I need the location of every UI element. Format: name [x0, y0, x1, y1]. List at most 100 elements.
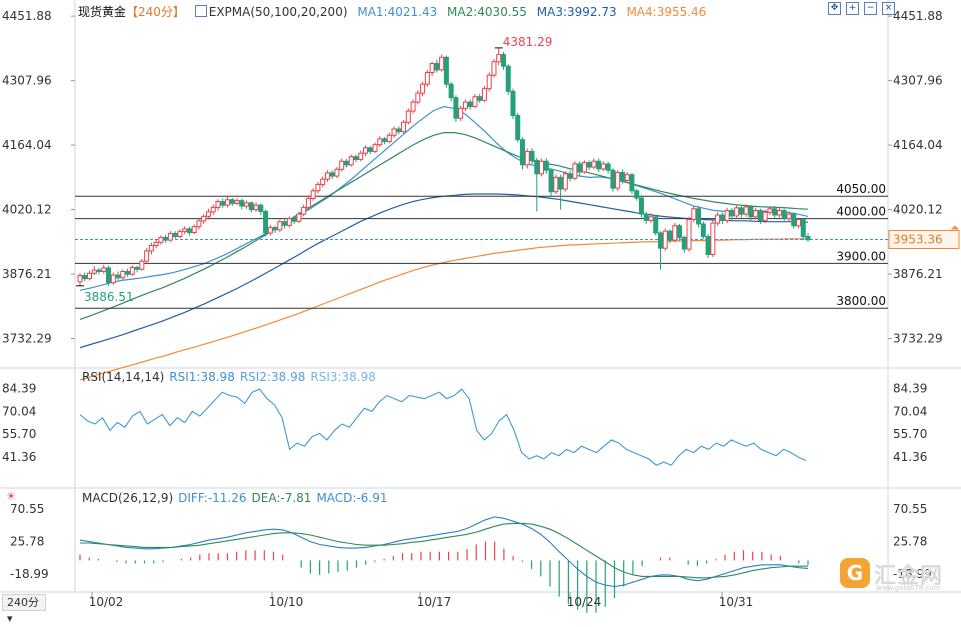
candle-body	[382, 138, 388, 143]
candle-body	[296, 213, 302, 222]
chart-canvas[interactable]: 4050.00 4000.00 3900.00 3800.00 3953.36 84.3…	[0, 0, 961, 613]
candle-body	[615, 171, 621, 189]
candle-body	[562, 173, 568, 190]
candle-body	[182, 228, 188, 233]
candle-body	[453, 97, 459, 119]
candle	[144, 248, 150, 264]
candle-body	[520, 139, 526, 166]
candle-body	[753, 210, 759, 218]
candle	[719, 212, 725, 224]
rsi-header: RSI(14,14,14) RSI1:38.98 RSI2:38.98 RSI3:38…	[82, 370, 376, 384]
timeframe-badge[interactable]: 240分 ▾	[2, 594, 46, 625]
macd-tick-label-left: 70.55	[10, 502, 44, 516]
candle-body	[358, 152, 364, 160]
candle-body	[600, 163, 606, 170]
candle-body	[315, 184, 321, 192]
candle-body	[553, 176, 559, 193]
ma-line-ma2	[79, 132, 809, 320]
candle	[77, 273, 83, 286]
candle	[210, 204, 216, 216]
candle	[424, 69, 430, 87]
candle	[405, 108, 411, 125]
candle	[115, 271, 121, 281]
candle-body	[496, 54, 502, 63]
candle-body	[196, 220, 202, 228]
ma3-value: MA3:3992.73	[536, 5, 617, 19]
ma1-value: MA1:4021.43	[357, 5, 438, 19]
candle	[215, 199, 221, 211]
candle	[791, 212, 797, 229]
candle	[205, 208, 211, 220]
candle	[643, 211, 649, 224]
candle-body	[724, 210, 730, 221]
candle	[572, 161, 578, 181]
candle-body	[772, 208, 778, 216]
candle	[600, 161, 606, 172]
candle	[110, 272, 116, 285]
candle-body	[353, 156, 359, 160]
candle-body	[391, 128, 397, 136]
candle	[753, 207, 759, 220]
candle	[781, 208, 787, 223]
candle	[734, 205, 740, 219]
candle	[382, 137, 388, 145]
candle-body	[420, 83, 426, 94]
candle	[324, 170, 330, 182]
price-tick-label-left: 4451.88	[2, 9, 52, 23]
close-icon[interactable]: ×	[882, 2, 895, 15]
candle-body	[558, 176, 564, 190]
candle	[724, 207, 730, 224]
price-tick-label-right: 4451.88	[893, 9, 943, 23]
candle	[343, 159, 349, 168]
candle	[615, 170, 621, 191]
candle-body	[605, 163, 611, 171]
candle-body	[700, 223, 706, 238]
candle-body	[386, 134, 392, 143]
candle	[191, 224, 197, 235]
indicator-settings-icon[interactable]	[194, 5, 207, 17]
candle	[367, 146, 373, 155]
candle-body	[762, 211, 768, 221]
candle	[524, 148, 530, 169]
indicator-name[interactable]: EXPMA(50,100,20,200)	[208, 5, 348, 19]
candle	[567, 170, 573, 182]
candle-body	[401, 121, 407, 133]
candle-body	[324, 172, 330, 180]
candle	[248, 201, 254, 213]
candle	[605, 161, 611, 174]
candle-body	[634, 190, 640, 199]
candle	[234, 197, 240, 206]
zoom-out-icon[interactable]: −	[864, 2, 877, 15]
candle-body	[500, 54, 506, 67]
macd-dea-line	[80, 522, 809, 579]
candle	[691, 206, 697, 223]
candle-body	[757, 210, 763, 221]
candle	[129, 265, 135, 276]
candle	[267, 224, 273, 236]
zoom-in-icon[interactable]: +	[846, 2, 859, 15]
candle	[481, 85, 487, 103]
candle-body	[310, 190, 316, 199]
candle-body	[215, 201, 221, 208]
candle-body	[477, 96, 483, 101]
candle-body	[677, 225, 683, 238]
candle	[277, 219, 283, 233]
candle	[529, 148, 535, 164]
candle	[543, 158, 549, 174]
candle	[667, 229, 673, 244]
candle	[520, 137, 526, 170]
candle-body	[125, 270, 131, 275]
candle	[182, 226, 188, 235]
candle	[458, 105, 464, 121]
candle-body	[362, 147, 368, 154]
macd-dea-value: DEA:-7.81	[252, 491, 312, 505]
candle-body	[481, 88, 487, 101]
macd-tick-label-left: 25.78	[10, 535, 44, 549]
low-price-label: 3886.51	[84, 290, 134, 304]
move-icon[interactable]: ✥	[828, 2, 841, 15]
timeframe-label[interactable]: 【240分】	[126, 5, 185, 19]
candle-body	[776, 210, 782, 216]
candle-body	[405, 110, 411, 123]
candle-body	[244, 202, 250, 207]
candle-body	[591, 160, 597, 168]
